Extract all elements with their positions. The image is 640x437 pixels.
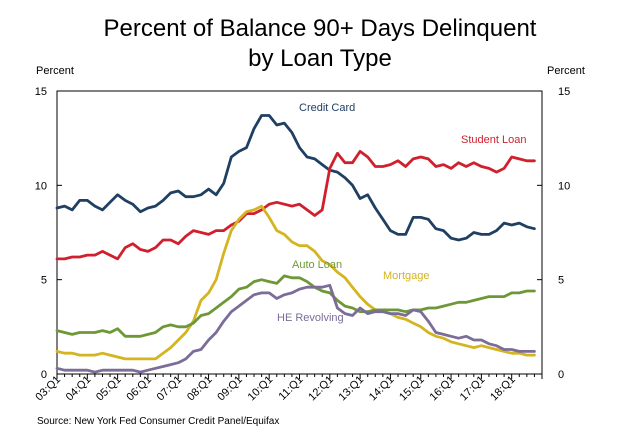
chart-title-line-2: by Loan Type (248, 45, 392, 72)
x-tick-label: 18:Q1 (488, 374, 518, 404)
y-tick-label-left: 15 (35, 86, 47, 98)
series-label-credit-card: Credit Card (299, 102, 355, 114)
series-line-credit-card (55, 114, 536, 242)
x-tick-label: 15:Q1 (397, 374, 427, 404)
x-tick-label: 07:Q1 (155, 374, 185, 404)
y-tick-label-right: 5 (558, 275, 564, 287)
left-axis-unit-label: Percent (36, 65, 74, 77)
x-tick-label: 13:Q1 (337, 374, 367, 404)
series-line-mortgage (55, 204, 536, 361)
right-axis-unit-label: Percent (547, 65, 585, 77)
x-tick-label: 17:Q1 (458, 374, 488, 404)
x-tick-label: 05:Q1 (94, 374, 124, 404)
x-tick-label: 04:Q1 (64, 374, 94, 404)
series-line-he-revolving (55, 283, 536, 374)
x-tick-label: 16:Q1 (428, 374, 458, 404)
y-tick-label-left: 5 (41, 275, 47, 287)
chart-title: Percent of Balance 90+ Days Delinquent b… (0, 14, 640, 74)
x-tick-label: 08:Q1 (185, 374, 215, 404)
series-label-student-loan: Student Loan (461, 134, 526, 146)
x-tick-label: 12:Q1 (306, 374, 336, 404)
y-tick-label-left: 10 (35, 180, 47, 192)
chart-title-line-1: Percent of Balance 90+ Days Delinquent (103, 15, 537, 42)
y-tick-label-right: 15 (558, 86, 570, 98)
series-line-auto-loan (55, 274, 536, 338)
x-tick-label: 11:Q1 (277, 374, 306, 403)
series-line-student-loan (55, 149, 536, 261)
series-label-he-revolving: HE Revolving (277, 312, 344, 324)
x-tick-label: 06:Q1 (124, 374, 154, 404)
y-tick-label-left: 0 (41, 369, 47, 381)
y-tick-label-right: 0 (558, 369, 564, 381)
source-note: Source: New York Fed Consumer Credit Pan… (37, 416, 280, 427)
x-tick-label: 10:Q1 (246, 374, 276, 404)
series-label-auto-loan: Auto Loan (292, 259, 342, 271)
x-tick-label: 03:Q1 (33, 374, 63, 404)
series-label-mortgage: Mortgage (383, 270, 429, 282)
x-tick-label: 09:Q1 (215, 374, 245, 404)
y-tick-label-right: 10 (558, 180, 570, 192)
x-tick-label: 14:Q1 (367, 374, 397, 404)
